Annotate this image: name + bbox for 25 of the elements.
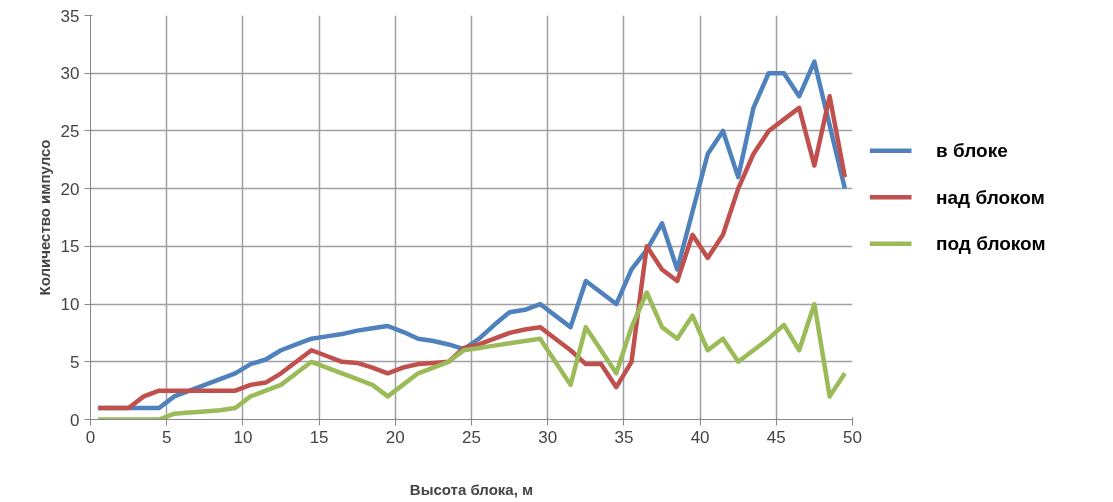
- x-tick-label: 5: [161, 427, 172, 447]
- x-tick-label: 25: [462, 427, 481, 447]
- line-series: [95, 290, 848, 420]
- y-tick-label: 25: [60, 121, 80, 141]
- y-tick-label: 0: [70, 410, 80, 430]
- x-tick-label: 40: [690, 427, 710, 447]
- x-tick-label: 50: [843, 427, 862, 447]
- y-tick-label: 20: [60, 179, 80, 199]
- y-tick-label: 30: [60, 64, 80, 84]
- x-tick-label: 0: [85, 427, 96, 447]
- y-tick-label: 15: [60, 237, 80, 257]
- legend-label: под блоком: [936, 233, 1046, 255]
- x-tick-label: 30: [538, 427, 558, 447]
- legend-label: над блоком: [936, 186, 1045, 208]
- x-tick-label: 20: [385, 427, 405, 447]
- y-tick-label: 5: [70, 352, 80, 372]
- x-tick-label: 45: [766, 427, 786, 447]
- y-axis-title: Количество импулсо: [35, 139, 53, 296]
- x-tick-label: 15: [309, 427, 329, 447]
- y-tick-label: 35: [60, 6, 80, 26]
- y-tick-label: 10: [60, 295, 80, 315]
- x-axis-title: Высота блока, м: [409, 480, 534, 498]
- legend-label: в блоке: [936, 140, 1008, 162]
- x-tick-label: 35: [614, 427, 634, 447]
- x-tick-label: 10: [233, 427, 253, 447]
